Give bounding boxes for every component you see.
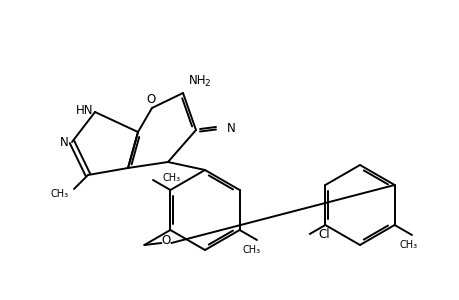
Text: CH₃: CH₃ — [162, 173, 180, 183]
Text: CH₃: CH₃ — [399, 240, 417, 250]
Text: CH₃: CH₃ — [51, 189, 69, 199]
Text: N: N — [60, 136, 68, 148]
Text: NH: NH — [189, 74, 206, 86]
Text: 2: 2 — [203, 79, 209, 88]
Text: O: O — [162, 235, 171, 248]
Text: N: N — [226, 122, 235, 134]
Text: Cl: Cl — [318, 227, 330, 241]
Text: O: O — [146, 92, 155, 106]
Text: CH₃: CH₃ — [242, 245, 260, 255]
Text: HN: HN — [76, 103, 94, 116]
